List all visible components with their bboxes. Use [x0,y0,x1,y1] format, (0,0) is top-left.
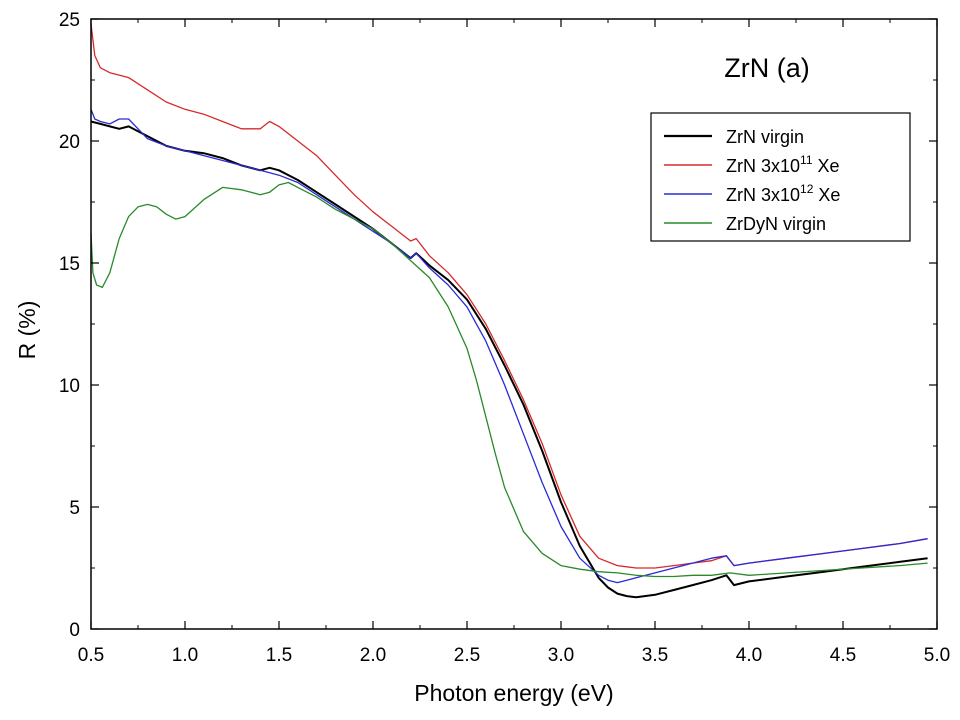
x-tick-label: 0.5 [78,645,104,666]
x-tick-label: 3.0 [548,645,574,666]
y-tick-label: 5 [69,498,80,519]
x-axis-title: Photon energy (eV) [414,680,613,706]
y-tick-label: 25 [59,10,80,31]
x-tick-label: 5.0 [924,645,950,666]
series-line-2 [90,109,928,584]
legend: ZrN virgin ZrN 3x1011 Xe ZrN 3x1012 Xe ZrDy… [650,112,911,242]
legend-label: ZrDyN virgin [726,214,826,234]
y-tick-label: 0 [69,620,80,641]
y-tick-label: 10 [59,376,80,397]
series-line-3 [90,181,928,578]
legend-box [650,112,911,242]
y-axis-title: R (%) [14,301,40,360]
y-tick-label: 20 [59,132,80,153]
legend-label: ZrN 3x1012 Xe [726,182,840,205]
legend-label: ZrN 3x1011 Xe [726,153,840,176]
x-tick-label: 2.0 [360,645,386,666]
x-tick-label: 3.5 [642,645,668,666]
x-tick-label: 4.0 [736,645,762,666]
x-tick-label: 2.5 [454,645,480,666]
series-line-1 [90,23,928,569]
plot-frame [90,18,938,630]
x-tick-label: 1.5 [266,645,292,666]
x-tick-label: 1.0 [172,645,198,666]
series-layer [90,23,928,599]
series-line-0 [90,120,928,599]
legend-entries: ZrN virgin ZrN 3x1011 Xe ZrN 3x1012 Xe ZrDy… [664,127,840,234]
x-tick-label: 4.5 [830,645,856,666]
legend-label: ZrN virgin [726,127,804,147]
panel-title: ZrN (a) [724,53,809,83]
y-tick-label: 15 [59,254,80,275]
tick-labels: 0.5 1.0 1.5 2.0 2.5 3.0 3.5 4.0 4.5 5.0 0 5 10 15 20 25 [59,10,950,666]
